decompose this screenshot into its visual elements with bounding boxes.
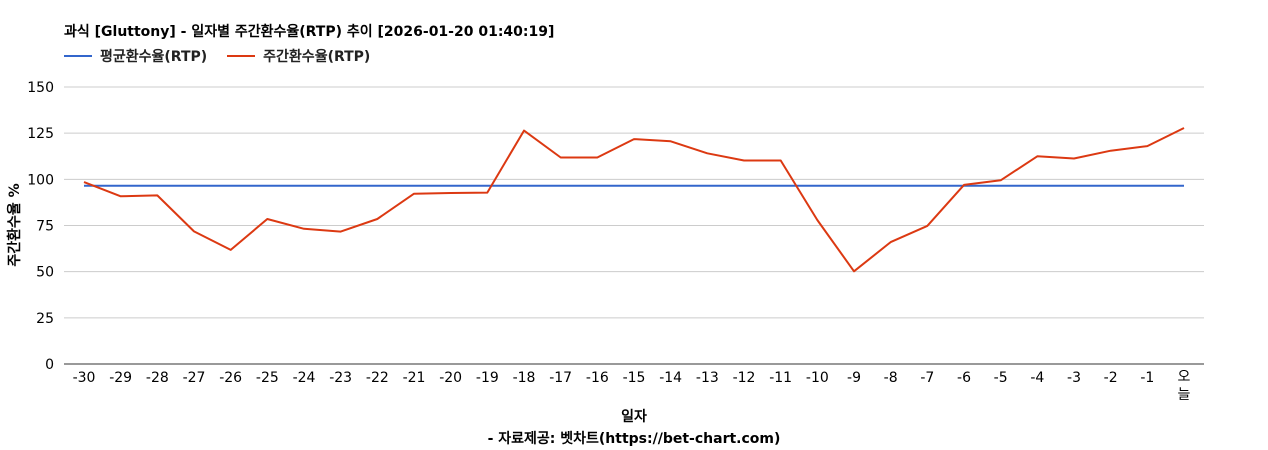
x-axis-ticks: -30 -29 -28 -27 -26 -25 -24 -23 -22 -21 -20 -19 -18-… bbox=[73, 369, 1191, 403]
y-axis-label: 주간환수율 % bbox=[7, 183, 23, 267]
y-tick-label: 75 bbox=[36, 219, 54, 235]
x-tick-label: -5 bbox=[994, 370, 1008, 386]
x-tick-label: -9 bbox=[847, 370, 861, 386]
y-tick-label: 100 bbox=[27, 172, 54, 188]
y-tick-label: 25 bbox=[36, 311, 54, 327]
x-tick-label: -6 bbox=[957, 370, 971, 386]
x-tick-label: -3 bbox=[1067, 370, 1081, 386]
x-tick-label: -14 bbox=[659, 370, 682, 386]
gridlines bbox=[64, 86, 1204, 365]
x-tick-label: -10 bbox=[806, 370, 829, 386]
x-tick-label: -27 bbox=[183, 370, 206, 386]
legend-swatch-weekly bbox=[227, 55, 256, 57]
legend: 평균환수율(RTP) 주간환수율(RTP) bbox=[64, 46, 390, 66]
series-lines bbox=[83, 127, 1185, 273]
x-tick-label: -12 bbox=[733, 370, 756, 386]
x-tick-label: -19 bbox=[476, 370, 499, 386]
x-tick-label: -24 bbox=[293, 370, 316, 386]
x-tick-label: -16 bbox=[586, 370, 609, 386]
x-tick-label: -26 bbox=[219, 370, 242, 386]
y-axis-ticks: 150 125 100 75 50 25 0 bbox=[27, 80, 54, 373]
x-tick-label: -22 bbox=[366, 370, 389, 386]
legend-item-average[interactable]: 평균환수율(RTP) bbox=[64, 46, 207, 66]
y-tick-label: 50 bbox=[36, 265, 54, 281]
x-tick-label: -8 bbox=[884, 370, 898, 386]
x-tick-label: -1 bbox=[1140, 370, 1154, 386]
x-tick-label: -2 bbox=[1104, 370, 1118, 386]
x-tick-label: -11 bbox=[769, 370, 792, 386]
chart-title: 과식 [Gluttony] - 일자별 주간환수율(RTP) 추이 [2026-… bbox=[64, 24, 555, 40]
legend-label-weekly: 주간환수율(RTP) bbox=[263, 49, 371, 65]
x-tick-label: -23 bbox=[329, 370, 352, 386]
y-tick-label: 125 bbox=[27, 126, 54, 142]
x-tick-label: -13 bbox=[696, 370, 719, 386]
x-tick-label: -30 bbox=[73, 370, 96, 386]
x-tick-label: -7 bbox=[920, 370, 934, 386]
x-tick-label: -25 bbox=[256, 370, 279, 386]
legend-label-average: 평균환수율(RTP) bbox=[100, 49, 208, 65]
x-tick-label: -18 bbox=[513, 370, 536, 386]
x-tick-label: -21 bbox=[403, 370, 426, 386]
x-tick-label: -29 bbox=[109, 370, 132, 386]
x-tick-label: -20 bbox=[439, 370, 462, 386]
x-axis-label: 일자 bbox=[621, 409, 647, 425]
x-tick-label: -4 bbox=[1030, 370, 1044, 386]
y-tick-label: 0 bbox=[45, 357, 54, 373]
legend-swatch-average bbox=[64, 55, 92, 57]
y-tick-label: 150 bbox=[27, 80, 54, 96]
x-tick-label: -15 bbox=[623, 370, 646, 386]
x-tick-label: -28 bbox=[146, 370, 169, 386]
series-line-weekly[interactable] bbox=[83, 127, 1185, 273]
source-credit: - 자료제공: 벳차트(https://bet-chart.com) bbox=[487, 431, 781, 447]
x-tick-label: -17 bbox=[549, 370, 572, 386]
legend-item-weekly[interactable]: 주간환수율(RTP) bbox=[227, 46, 370, 66]
